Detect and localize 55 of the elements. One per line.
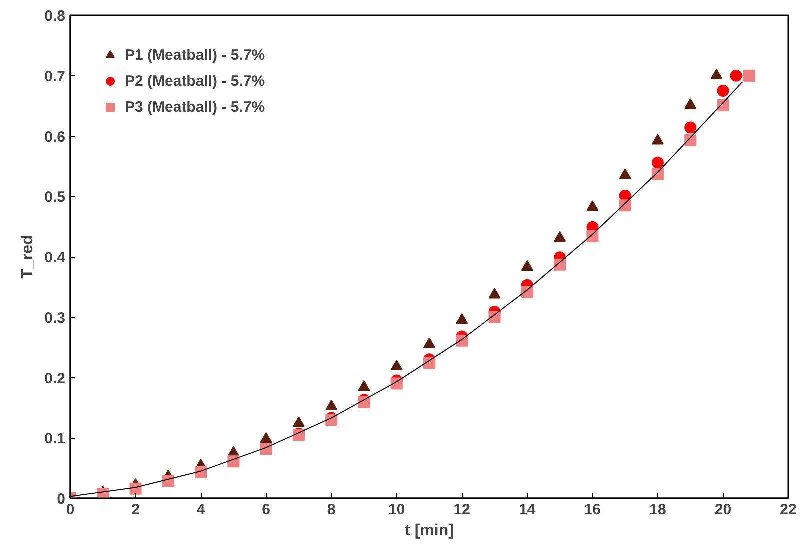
point: [424, 357, 436, 370]
x-tick-label: 2: [132, 502, 140, 518]
point: [652, 156, 664, 169]
x-tick-label: 16: [584, 502, 602, 518]
legend-label: P1 (Meatball) - 5.7%: [125, 46, 266, 64]
point: [326, 400, 338, 410]
y-tick-label: 0.1: [44, 430, 66, 448]
y-tick-label: 0.6: [44, 128, 66, 146]
point: [554, 231, 566, 242]
y-tick-label: 0.4: [44, 250, 66, 266]
point: [456, 314, 468, 324]
point: [195, 466, 208, 479]
point: [710, 69, 723, 80]
point: [521, 260, 534, 271]
point: [228, 456, 240, 468]
x-tick-label: 14: [519, 502, 536, 518]
x-tick-label: 20: [714, 502, 732, 518]
point: [358, 380, 370, 392]
point: [684, 98, 697, 110]
point: [162, 474, 174, 487]
point: [260, 432, 272, 444]
y-tick-label: 0.2: [44, 370, 66, 388]
x-tick-label: 10: [388, 502, 406, 518]
x-tick-label: 8: [327, 502, 336, 518]
y-tick-label: 0.7: [44, 68, 66, 86]
point: [488, 311, 501, 324]
legend-label: P2 (Meatball) - 5.7%: [125, 72, 266, 90]
point: [684, 134, 697, 146]
y-tick-label: 0.8: [44, 8, 66, 25]
point: [717, 84, 730, 97]
y-tick-label: 0.5: [44, 189, 66, 206]
point: [652, 134, 664, 145]
legend-label: P3 (Meatball) - 5.7%: [125, 98, 266, 116]
x-tick-label: 18: [650, 502, 666, 518]
y-tick-label: 0.3: [44, 310, 66, 327]
point: [730, 70, 742, 82]
point: [488, 288, 501, 299]
x-tick-label: 4: [196, 502, 206, 518]
x-tick-label: 6: [262, 502, 270, 518]
point: [424, 338, 436, 348]
point: [260, 442, 272, 455]
x-tick-label: 12: [454, 502, 470, 518]
point: [554, 258, 566, 271]
point: [292, 416, 305, 428]
point: [390, 360, 403, 371]
y-axis-title: T_red: [20, 235, 37, 279]
point: [586, 200, 599, 212]
x-axis-title: t [min]: [405, 522, 454, 540]
x-tick-label: 22: [780, 502, 797, 518]
point: [743, 70, 756, 82]
point: [684, 122, 697, 134]
y-tick-label: 0: [57, 491, 66, 508]
point: [619, 168, 632, 180]
point: [652, 168, 664, 180]
point: [130, 482, 142, 495]
